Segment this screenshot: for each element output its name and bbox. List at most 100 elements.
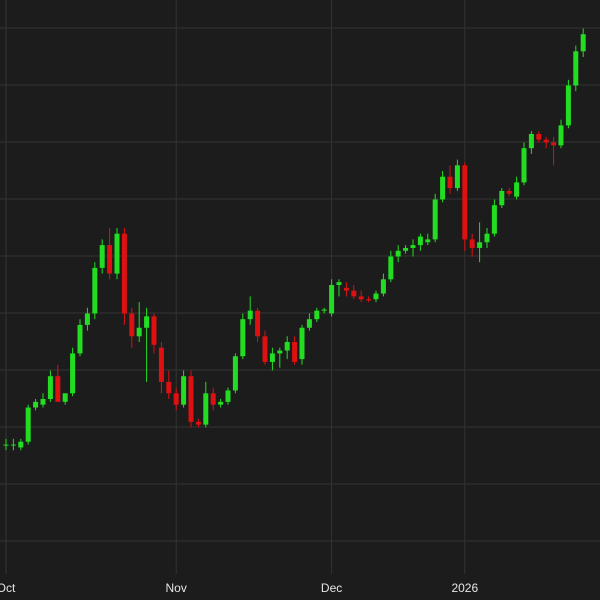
candle-body	[528, 133, 534, 149]
candle-down	[543, 136, 549, 149]
candle-down	[121, 228, 127, 325]
candle-body	[432, 199, 438, 240]
candle-body	[306, 319, 312, 328]
candle-up	[440, 171, 446, 203]
candle-up	[432, 193, 438, 243]
candle-body	[188, 376, 194, 422]
candle-body	[25, 407, 31, 442]
x-axis: Oct Nov Dec 2026	[0, 581, 478, 595]
candle-up	[269, 347, 275, 371]
candle-body	[366, 299, 372, 301]
candle-body	[33, 401, 39, 408]
candle-body	[107, 245, 113, 274]
candle-body	[380, 279, 386, 294]
candle-body	[269, 353, 275, 362]
candle-body	[536, 133, 542, 140]
candle-body	[181, 376, 187, 405]
candle-down	[469, 233, 475, 257]
candle-body	[477, 242, 483, 248]
candle-body	[329, 285, 335, 314]
candle-up	[417, 233, 423, 251]
candle-up	[388, 250, 394, 283]
candle-body	[40, 399, 46, 405]
candle-body	[543, 139, 549, 143]
candle-up	[528, 131, 534, 154]
candle-body	[195, 421, 201, 425]
candle-body	[92, 267, 98, 314]
candle-body	[351, 290, 357, 297]
candle-down	[195, 418, 201, 428]
candle-body	[565, 85, 571, 126]
candle-up	[232, 353, 238, 394]
candle-body	[373, 293, 379, 300]
candle-up	[218, 399, 224, 408]
candle-up	[580, 28, 586, 57]
candle-body	[321, 309, 327, 311]
candle-down	[447, 165, 453, 194]
candle-up	[410, 239, 416, 257]
candle-body	[129, 313, 135, 337]
candle-body	[551, 142, 557, 146]
candle-body	[151, 316, 157, 345]
x-tick-label: Oct	[0, 581, 16, 595]
candle-down	[55, 364, 61, 402]
candle-up	[225, 387, 231, 405]
candle-body	[580, 34, 586, 52]
candle-body	[403, 247, 409, 251]
candle-up	[47, 370, 53, 402]
candles-group	[3, 28, 586, 451]
candle-up	[514, 176, 520, 200]
candle-up	[454, 159, 460, 191]
candle-body	[469, 239, 475, 248]
candle-body	[484, 233, 490, 243]
candle-up	[92, 262, 98, 320]
candle-body	[491, 205, 497, 234]
candle-body	[573, 51, 579, 86]
candle-up	[277, 347, 283, 368]
candle-body	[18, 441, 24, 448]
candle-body	[388, 256, 394, 280]
candle-up	[314, 307, 320, 323]
candle-up	[403, 245, 409, 254]
candle-body	[10, 444, 16, 446]
candle-up	[491, 199, 497, 237]
x-tick-label: Dec	[321, 581, 342, 595]
candle-up	[10, 438, 16, 451]
candle-up	[336, 279, 342, 297]
candle-body	[499, 190, 505, 206]
candle-body	[62, 393, 68, 402]
candle-body	[203, 393, 209, 425]
candle-body	[514, 182, 520, 197]
candle-up	[329, 279, 335, 317]
candle-down	[158, 342, 164, 394]
candle-up	[247, 296, 253, 325]
candle-body	[240, 319, 246, 357]
candle-body	[314, 310, 320, 320]
candle-down	[536, 131, 542, 143]
candle-down	[366, 296, 372, 303]
candle-up	[380, 273, 386, 297]
candle-body	[218, 401, 224, 405]
candle-body	[299, 327, 305, 360]
candle-up	[18, 438, 24, 451]
candle-up	[40, 393, 46, 408]
candle-body	[158, 347, 164, 382]
candle-down	[292, 336, 298, 365]
candle-up	[62, 393, 68, 405]
candle-body	[284, 342, 290, 351]
candle-body	[395, 250, 401, 257]
candle-body	[144, 316, 150, 328]
candle-body	[358, 296, 364, 300]
candle-up	[565, 79, 571, 129]
candle-up	[70, 347, 76, 397]
candle-down	[210, 387, 216, 411]
candle-up	[99, 239, 105, 274]
candle-down	[151, 313, 157, 354]
candle-body	[121, 233, 127, 314]
candle-body	[558, 125, 564, 146]
candle-body	[247, 310, 253, 320]
candle-body	[292, 342, 298, 362]
candle-up	[136, 302, 142, 342]
